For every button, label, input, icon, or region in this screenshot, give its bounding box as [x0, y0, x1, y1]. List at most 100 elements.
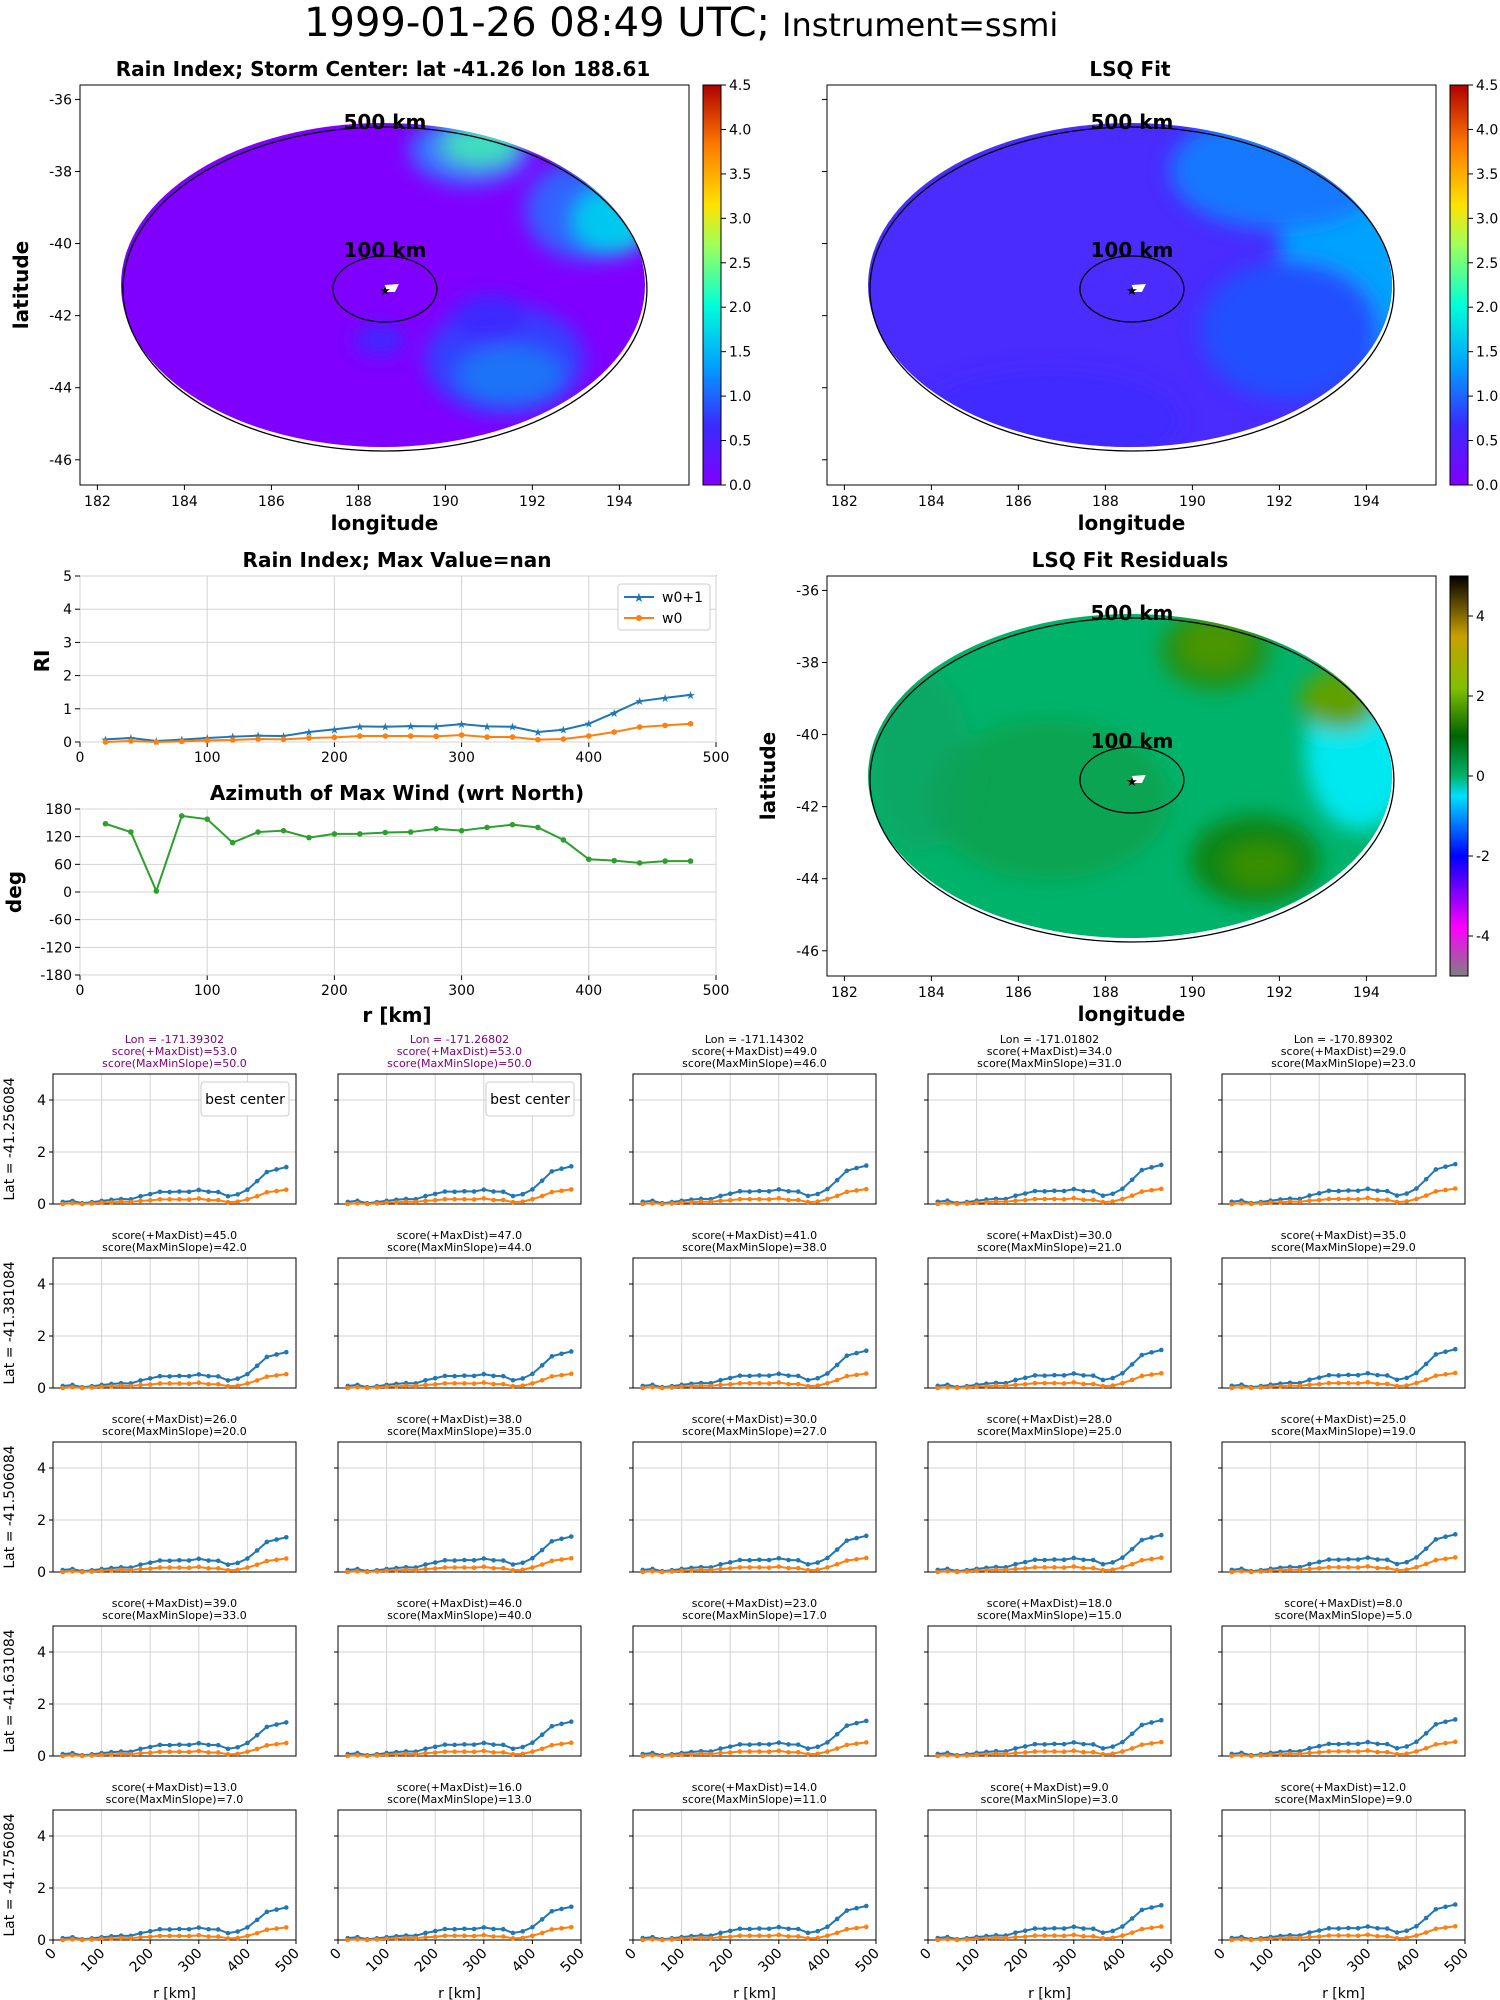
grid-point	[462, 1742, 467, 1747]
rain-profile-point	[102, 739, 109, 745]
grid-point	[1129, 1377, 1135, 1383]
grid-point	[481, 1932, 487, 1938]
map-rain-axes: 182 184 186 188 190 192 194 -36 -38 -40 -42 -44 -46 l…	[9, 92, 648, 535]
grid-point	[1032, 1557, 1038, 1563]
grid-point	[1042, 1565, 1047, 1570]
grid-point	[1394, 1930, 1400, 1935]
grid-point	[1081, 1926, 1086, 1931]
grid-point	[659, 1201, 665, 1207]
grid-point	[786, 1197, 791, 1203]
grid-point	[1278, 1936, 1283, 1941]
grid-point	[283, 1740, 289, 1746]
grid-point	[1022, 1928, 1028, 1934]
grid-point	[432, 1566, 438, 1571]
grid-panel-score-maxdist: score(+MaxDist)=18.0	[987, 1597, 1112, 1610]
grid-point	[1022, 1750, 1028, 1755]
grid-panel-score-maxdist: score(+MaxDist)=39.0	[112, 1597, 237, 1610]
grid-point	[1258, 1201, 1264, 1206]
grid-point	[559, 1536, 564, 1542]
grid-point	[138, 1930, 143, 1936]
grid-point	[1042, 1749, 1047, 1754]
grid-panel: score(+MaxDist)=35.0score(MaxMinSlope)=2…	[1218, 1229, 1466, 1391]
grid-point	[442, 1381, 448, 1386]
grid-point	[786, 1934, 791, 1939]
grid-point	[650, 1752, 655, 1758]
azimuth-point	[331, 831, 338, 837]
ring-500km	[122, 126, 648, 452]
grid-point	[245, 1556, 250, 1561]
azimuth-xlabel: r [km]	[362, 1003, 431, 1027]
azimuth-point	[687, 858, 694, 864]
grid-point	[500, 1197, 506, 1203]
grid-point	[138, 1934, 143, 1940]
grid-point	[1081, 1381, 1086, 1387]
grid-point	[462, 1557, 467, 1563]
grid-panel-frame	[337, 1625, 582, 1757]
grid-point	[500, 1189, 506, 1195]
grid-point	[215, 1381, 221, 1387]
grid-point	[384, 1936, 389, 1942]
legend-w0: w0	[662, 611, 682, 627]
grid-point	[1384, 1749, 1390, 1755]
best-center-legend	[485, 1081, 575, 1117]
grid-panel-score-slope: score(MaxMinSlope)=27.0	[682, 1425, 827, 1438]
grid-row-label: Lat = -41.631084	[2, 1629, 18, 1752]
grid-point	[650, 1936, 655, 1942]
grid-point	[118, 1383, 124, 1389]
grid-point	[776, 1196, 782, 1201]
grid-point	[1278, 1568, 1283, 1573]
grid-point	[157, 1373, 163, 1379]
grid-point	[500, 1373, 506, 1379]
colorbar-tick: 1.5	[1476, 345, 1498, 361]
grid-point	[138, 1378, 143, 1383]
grid-point	[718, 1934, 723, 1940]
grid-point	[1061, 1373, 1067, 1378]
grid-point	[568, 1924, 574, 1930]
grid-point	[935, 1569, 941, 1575]
grid-point	[1090, 1373, 1096, 1378]
grid-point	[1110, 1199, 1115, 1204]
grid-ytick: 4	[37, 1461, 46, 1477]
grid-point	[520, 1929, 525, 1934]
grid-point	[825, 1565, 830, 1570]
grid-point	[766, 1381, 772, 1386]
grid-point	[254, 1562, 260, 1567]
grid-point	[825, 1380, 830, 1386]
colorbar-tick: 4.5	[1476, 78, 1498, 94]
grid-point	[669, 1937, 675, 1942]
grid-point	[708, 1751, 714, 1757]
grid-point	[471, 1373, 477, 1379]
grid-panel: score(+MaxDist)=28.0score(MaxMinSlope)=2…	[924, 1413, 1172, 1575]
grid-point	[1394, 1199, 1400, 1205]
grid-point	[432, 1560, 438, 1565]
grid-point	[727, 1928, 733, 1934]
grid-point	[1307, 1198, 1312, 1203]
grid-point	[669, 1753, 675, 1758]
grid-point	[834, 1377, 840, 1383]
grid-point	[345, 1937, 351, 1943]
grid-point	[1452, 1161, 1458, 1167]
grid-point	[423, 1934, 428, 1940]
grid-point	[89, 1753, 95, 1758]
grid-panel-score-slope: score(MaxMinSlope)=11.0	[682, 1793, 827, 1806]
grid-point	[1081, 1749, 1086, 1755]
grid-point	[264, 1169, 270, 1175]
grid-point	[1071, 1932, 1077, 1938]
colorbar-tick: 3.5	[1476, 167, 1498, 183]
grid-point	[805, 1930, 811, 1936]
grid-point	[471, 1742, 477, 1747]
grid-point	[1239, 1752, 1244, 1758]
grid-point	[167, 1374, 172, 1379]
grid-point	[559, 1188, 564, 1194]
grid-point	[539, 1547, 545, 1553]
grid-point	[167, 1189, 172, 1195]
grid-panel-frame	[632, 1441, 877, 1573]
grid-point	[1443, 1349, 1448, 1354]
grid-point	[1052, 1557, 1057, 1562]
grid-point	[1278, 1384, 1283, 1389]
grid-point	[510, 1383, 516, 1389]
grid-point	[1316, 1559, 1322, 1565]
grid-point	[138, 1750, 143, 1756]
grid-point	[245, 1187, 250, 1192]
grid-panel-frame	[337, 1441, 582, 1573]
